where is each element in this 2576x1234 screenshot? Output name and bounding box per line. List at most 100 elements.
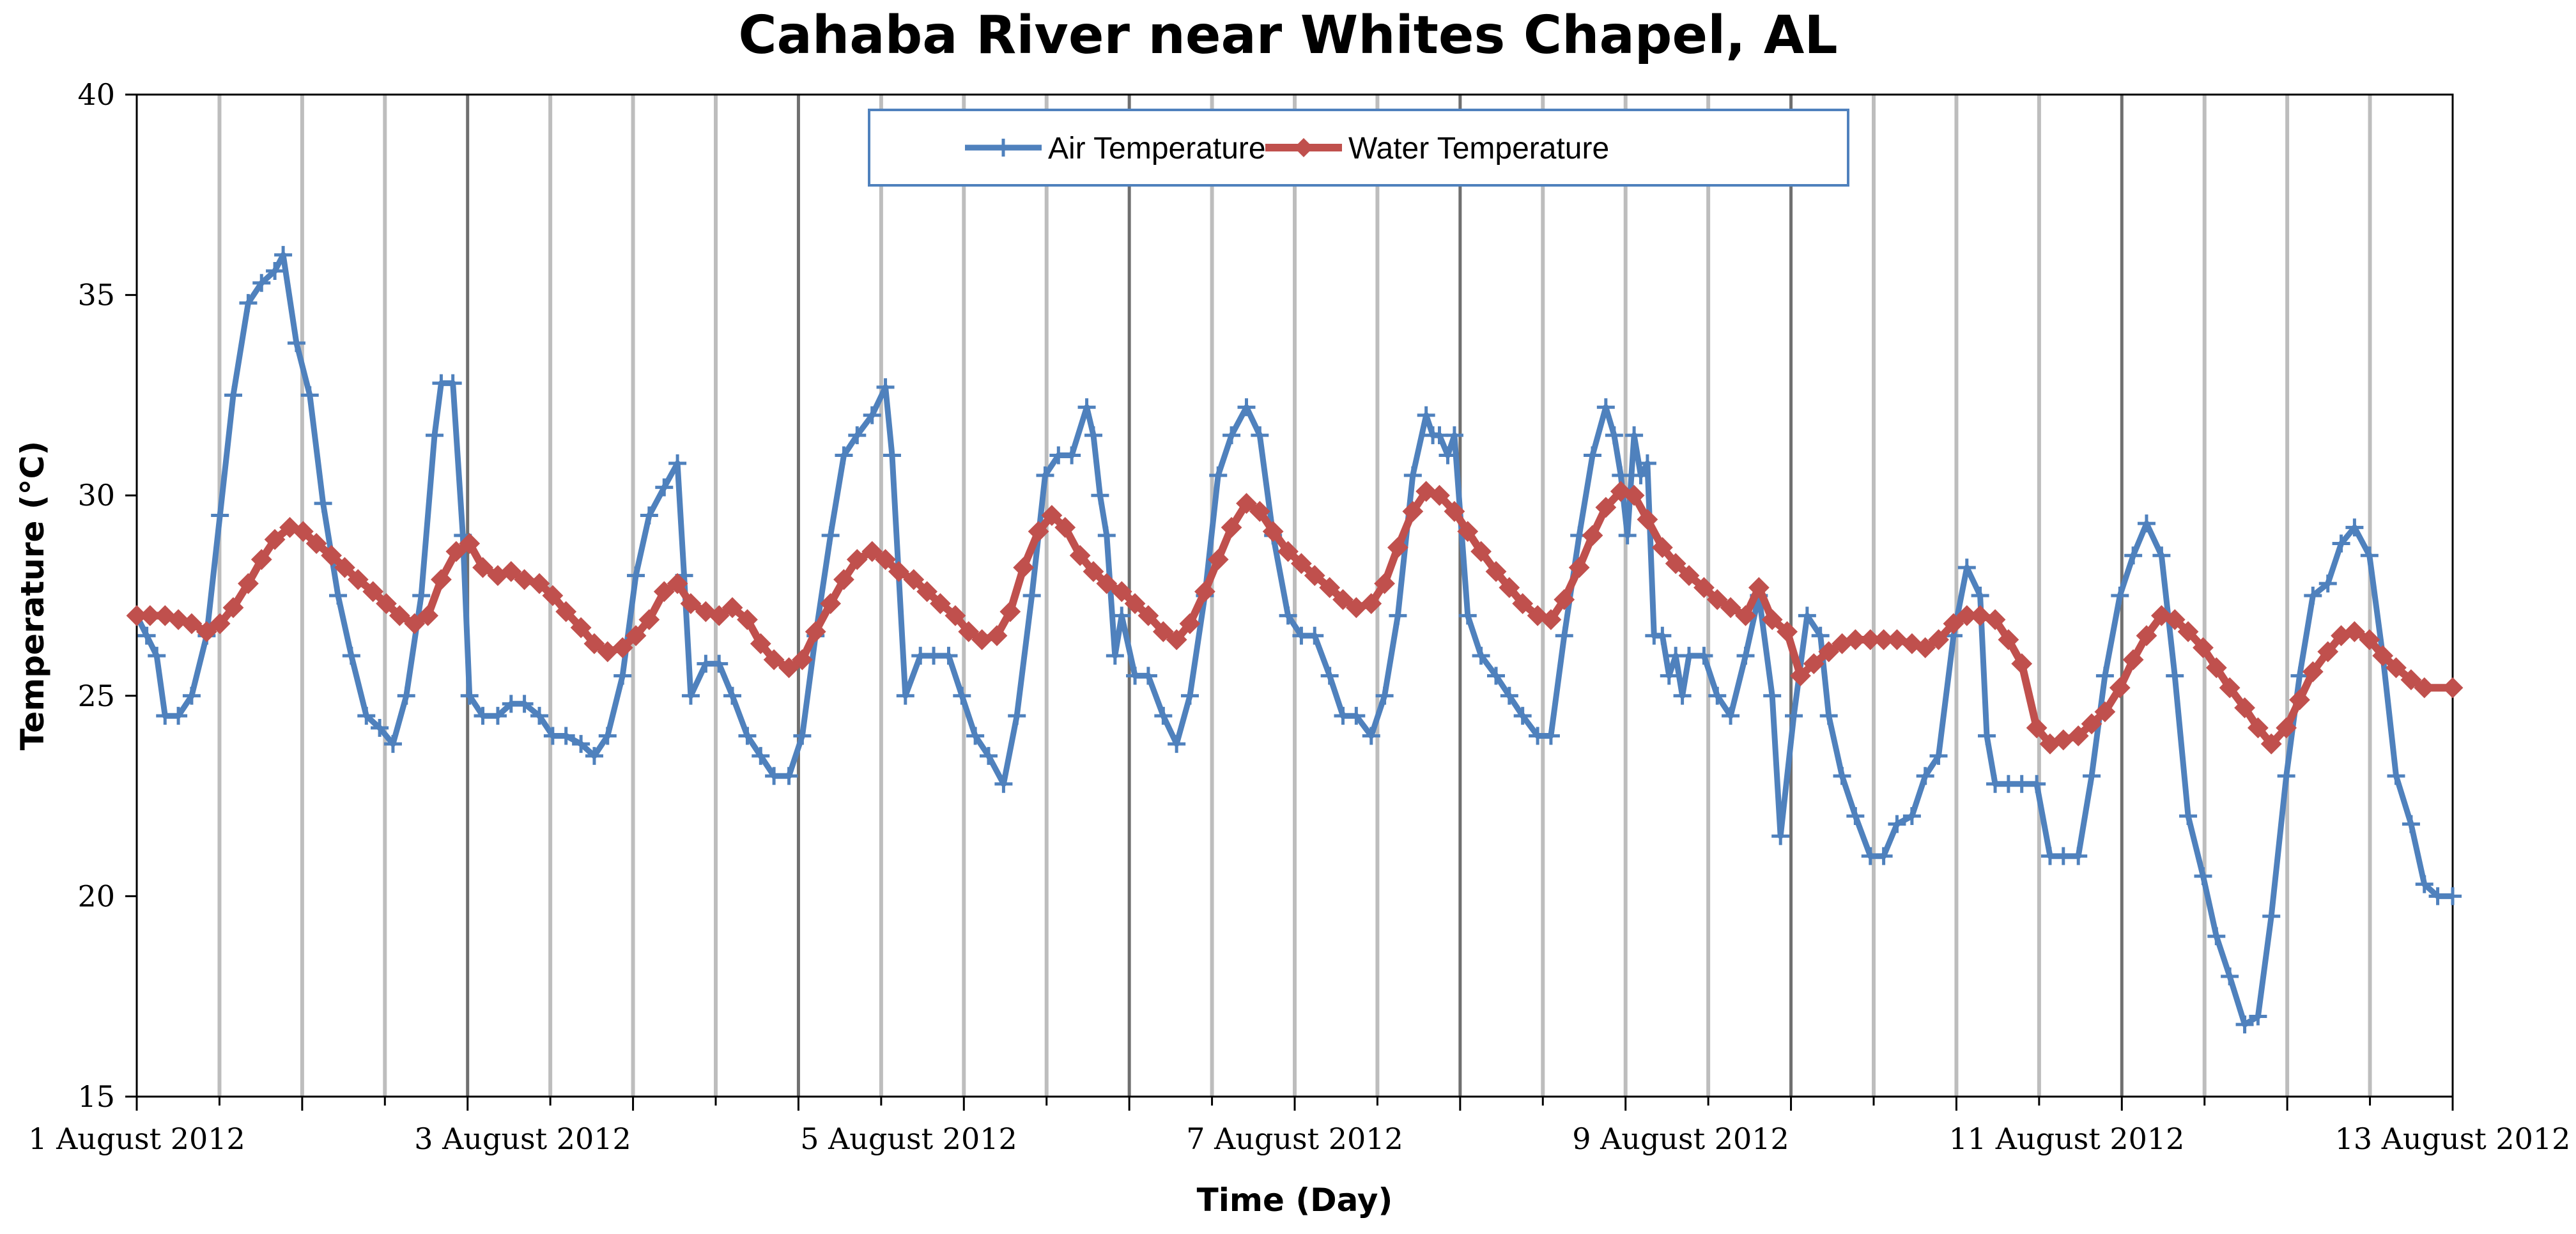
data-point — [640, 506, 658, 525]
legend-entry-air: Air Temperature — [965, 132, 1266, 166]
data-point — [1555, 626, 1573, 645]
data-point — [2289, 689, 2310, 711]
data-point — [321, 544, 343, 566]
data-point — [585, 746, 603, 765]
data-point — [1785, 707, 1803, 725]
data-point — [274, 245, 293, 264]
data-point — [1097, 526, 1116, 544]
data-point — [1084, 426, 1102, 445]
data-point — [2111, 587, 2129, 605]
data-point — [2372, 645, 2394, 667]
data-point — [287, 334, 305, 352]
data-point — [1748, 577, 1770, 598]
data-point — [2277, 767, 2295, 785]
data-point — [1943, 613, 1964, 635]
data-point — [986, 625, 1008, 647]
y-tick-label: 35 — [77, 278, 115, 312]
data-point — [2262, 907, 2281, 925]
data-point — [1695, 647, 1713, 665]
data-point — [2194, 867, 2212, 886]
data-point — [266, 261, 284, 280]
data-point — [252, 274, 271, 292]
data-point — [1631, 466, 1650, 484]
data-point — [314, 494, 332, 513]
data-point — [1693, 577, 1715, 598]
data-point — [1361, 593, 1382, 614]
data-point — [1978, 727, 1996, 745]
data-point — [300, 386, 319, 405]
data-point — [542, 585, 564, 606]
data-point — [1680, 647, 1699, 665]
x-tick-label: 1 August 2012 — [28, 1122, 245, 1156]
x-tick-label: 3 August 2012 — [414, 1122, 631, 1156]
data-point — [2067, 725, 2089, 746]
data-point — [1306, 626, 1324, 645]
data-point — [1618, 526, 1637, 544]
data-point — [1916, 767, 1934, 785]
data-point — [1803, 653, 1824, 675]
data-point — [472, 557, 493, 578]
data-point — [1209, 466, 1228, 484]
data-point — [2442, 677, 2464, 698]
data-point — [994, 775, 1013, 793]
data-point — [1332, 589, 1354, 610]
data-point — [966, 727, 985, 745]
data-point — [1096, 573, 1118, 594]
data-point — [835, 446, 853, 465]
data-point — [1417, 406, 1435, 424]
data-point — [1262, 521, 1284, 543]
data-point — [1584, 446, 1602, 465]
data-point — [1022, 587, 1041, 605]
data-point — [1457, 521, 1479, 543]
data-point — [1874, 847, 1893, 865]
data-point — [1637, 509, 1658, 530]
data-point — [182, 686, 201, 705]
data-point — [1013, 557, 1035, 578]
data-point — [2400, 669, 2422, 691]
data-point — [1487, 667, 1506, 685]
data-point — [903, 569, 925, 590]
data-point — [371, 718, 389, 737]
data-point — [1472, 647, 1490, 665]
data-point — [1429, 484, 1450, 506]
data-point — [2359, 629, 2380, 651]
data-point — [2011, 653, 2033, 675]
data-point — [2124, 546, 2143, 565]
data-point — [445, 541, 467, 562]
data-point — [2205, 657, 2227, 679]
data-point — [1445, 426, 1463, 445]
data-point — [528, 573, 550, 594]
data-point — [1194, 581, 1215, 603]
data-point — [979, 746, 998, 765]
data-point — [196, 621, 217, 642]
data-point — [848, 426, 867, 445]
data-point — [1844, 629, 1866, 651]
data-point — [2386, 657, 2407, 679]
data-point — [1818, 641, 1840, 663]
data-point — [2094, 701, 2116, 723]
data-point — [1063, 446, 1081, 465]
data-point — [1430, 426, 1449, 445]
data-point — [1653, 626, 1672, 645]
data-point — [1499, 577, 1520, 598]
data-point — [598, 727, 617, 745]
data-point — [1971, 587, 1989, 605]
data-point — [1735, 605, 1756, 626]
data-point — [1777, 621, 1798, 642]
data-point — [181, 613, 203, 635]
data-point — [1605, 426, 1623, 445]
data-point — [1708, 686, 1727, 705]
data-point — [820, 593, 842, 614]
data-point — [1720, 597, 1741, 619]
data-point — [1928, 629, 1949, 651]
data-point — [148, 647, 166, 665]
data-point — [1304, 565, 1325, 587]
data-point — [2318, 575, 2337, 593]
data-point — [572, 735, 590, 753]
data-point — [925, 647, 943, 665]
data-point — [2290, 667, 2309, 685]
data-point — [765, 767, 783, 785]
data-point — [2177, 621, 2199, 642]
data-point — [1902, 806, 1921, 825]
data-point — [1138, 605, 1159, 626]
